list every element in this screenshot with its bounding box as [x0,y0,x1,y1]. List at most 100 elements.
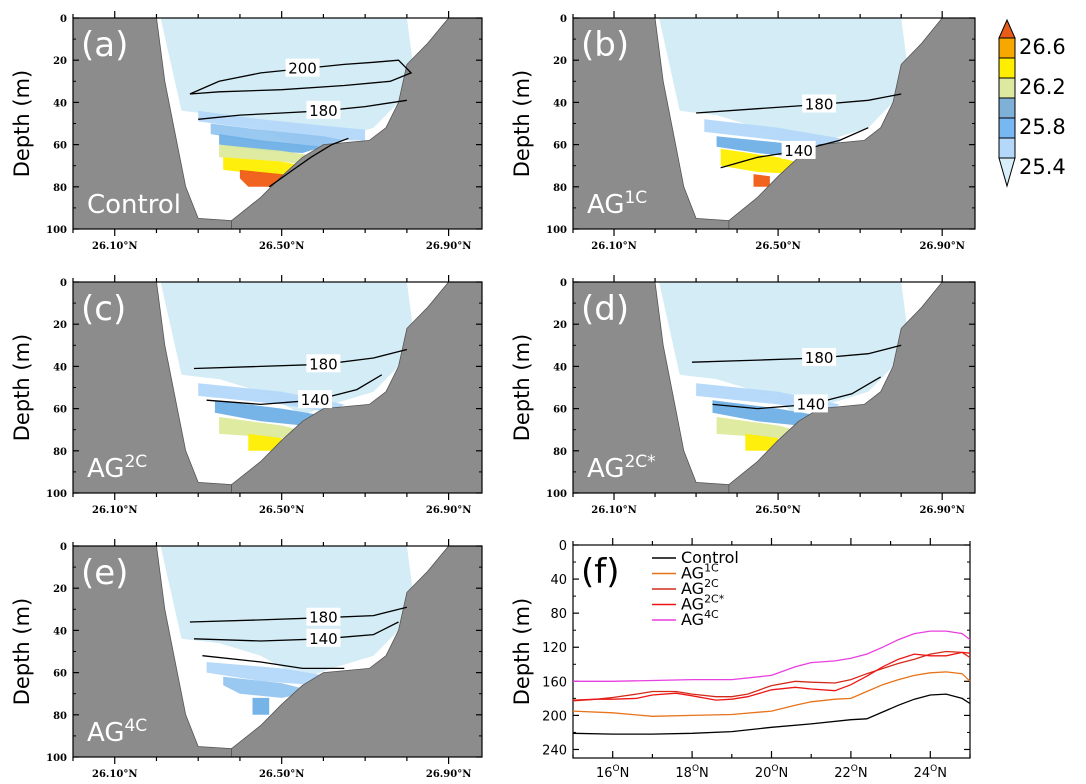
contour-label-bg [306,628,341,647]
contour-label: 140 [301,391,330,409]
x-tick-sup: O [692,764,699,774]
contour-label-bg [802,347,837,366]
y-tick-label: 160 [542,675,567,690]
y-tick-label: 100 [546,225,567,236]
topography-left [573,282,730,493]
legend-entry: AG1C [681,562,719,583]
series-line-4 [573,630,971,682]
y-tick-label: 20 [53,56,67,67]
topography-left [73,282,233,493]
case-label: AG2C [87,452,147,484]
colorbar-segment [998,37,1016,59]
case-name: AG [87,718,124,748]
y-tick-label: 60 [53,141,67,152]
y-tick-label: 100 [46,489,67,500]
y-tick-label: 60 [53,669,67,680]
y-tick-label: 120 [542,641,567,656]
x-tick-label: 26.90°N [919,241,964,252]
case-name: AG [87,454,124,484]
colorbar-segment [998,137,1016,159]
y-axis-label: Depth (m) [510,334,534,441]
x-tick-label: 20ON [755,764,788,781]
contour-label-bg [306,354,341,373]
panel-body: 200 180 [73,18,482,229]
legend-name: AG [681,579,704,598]
panel-b: 180 140 0 20 40 60 80 100 26.10°N 26.50°N 26.90°N D… [510,11,976,252]
panel-label: (e) [81,553,128,593]
y-tick-label: 0 [60,542,67,553]
panel-d: 180 140 0 20 40 60 80 100 26.10°N 26.50°N 26.90°N D… [510,275,976,516]
x-tick-label: 26.50°N [259,769,304,780]
colorbar: 26.6 26.2 25.8 25.4 [998,18,1066,188]
y-tick-label: 100 [46,753,67,764]
x-tick-label: 26.90°N [426,505,471,516]
x-tick-label: 22ON [834,764,867,781]
shade-26-4 [745,433,779,451]
contour-line-180 [198,99,407,120]
y-tick-label: 40 [53,98,67,109]
shade-25-8 [252,697,270,715]
y-tick-label: 0 [559,539,567,554]
y-tick-label: 60 [53,405,67,416]
y-tick-label: 40 [53,362,67,373]
case-superscript: 2C* [624,452,655,472]
topography-right [231,282,482,493]
contour-label: 140 [784,142,813,160]
x-tick-label: 26.90°N [426,769,471,780]
y-tick-label: 60 [553,405,567,416]
legend-sup: 2C [704,577,719,590]
y-tick-label: 200 [542,709,567,724]
legend-sup: 1C [704,562,719,575]
panel-label: (b) [581,25,629,65]
x-tick-label: 26.10°N [92,241,137,252]
y-tick-label: 20 [553,56,567,67]
y-tick-label: 20 [53,320,67,331]
shade-26-4 [248,433,282,451]
contour-label: 140 [797,395,826,413]
y-tick-label: 100 [546,489,567,500]
shade-26-2 [219,144,324,166]
x-tick-label: 26.90°N [919,505,964,516]
case-label: AG1C [587,188,647,220]
case-name: Control [87,190,181,220]
panel-body: 180 140 [573,18,975,229]
x-tick-label: 26.50°N [755,505,800,516]
shade-25-6 [223,676,316,698]
colorbar-segment [998,77,1016,99]
y-tick-label: 80 [553,183,567,194]
x-tick-label: 26.10°N [92,505,137,516]
contour-label: 180 [805,96,834,114]
colorbar-label: 26.6 [1019,35,1066,59]
x-tick-label: 26.90°N [426,241,471,252]
legend-name: AG [681,595,704,614]
y-tick-label: 80 [553,447,567,458]
x-tick-label: 26.50°N [259,241,304,252]
y-tick-label: 0 [60,14,67,25]
y-tick-label: 20 [53,584,67,595]
legend-name: Control [681,548,739,567]
x-tick-label: 16ON [596,764,629,781]
colorbar-bottom-arrow [998,157,1016,188]
contour-label-bg [298,390,333,409]
series-line-3 [572,651,971,701]
topography-left [573,18,730,229]
x-tick-label: 26.10°N [92,769,137,780]
panel-label: (f) [581,552,620,592]
x-tick-label: 24ON [914,764,947,781]
x-tick-value: 22 [834,766,851,781]
x-tick-value: 20 [755,766,772,781]
x-tick-label: 26.10°N [591,505,636,516]
y-tick-label: 80 [53,447,67,458]
contour-label: 140 [309,630,338,648]
x-tick-sup: O [851,764,858,774]
x-tick-sup: O [930,764,937,774]
case-superscript: 1C [624,188,647,208]
x-tick-suffix: N [778,766,788,781]
x-tick-sup: O [771,764,778,774]
shade-25-4 [198,110,366,141]
shade-25-8 [214,400,332,426]
y-tick-label: 40 [550,573,567,588]
x-tick-suffix: N [858,766,868,781]
